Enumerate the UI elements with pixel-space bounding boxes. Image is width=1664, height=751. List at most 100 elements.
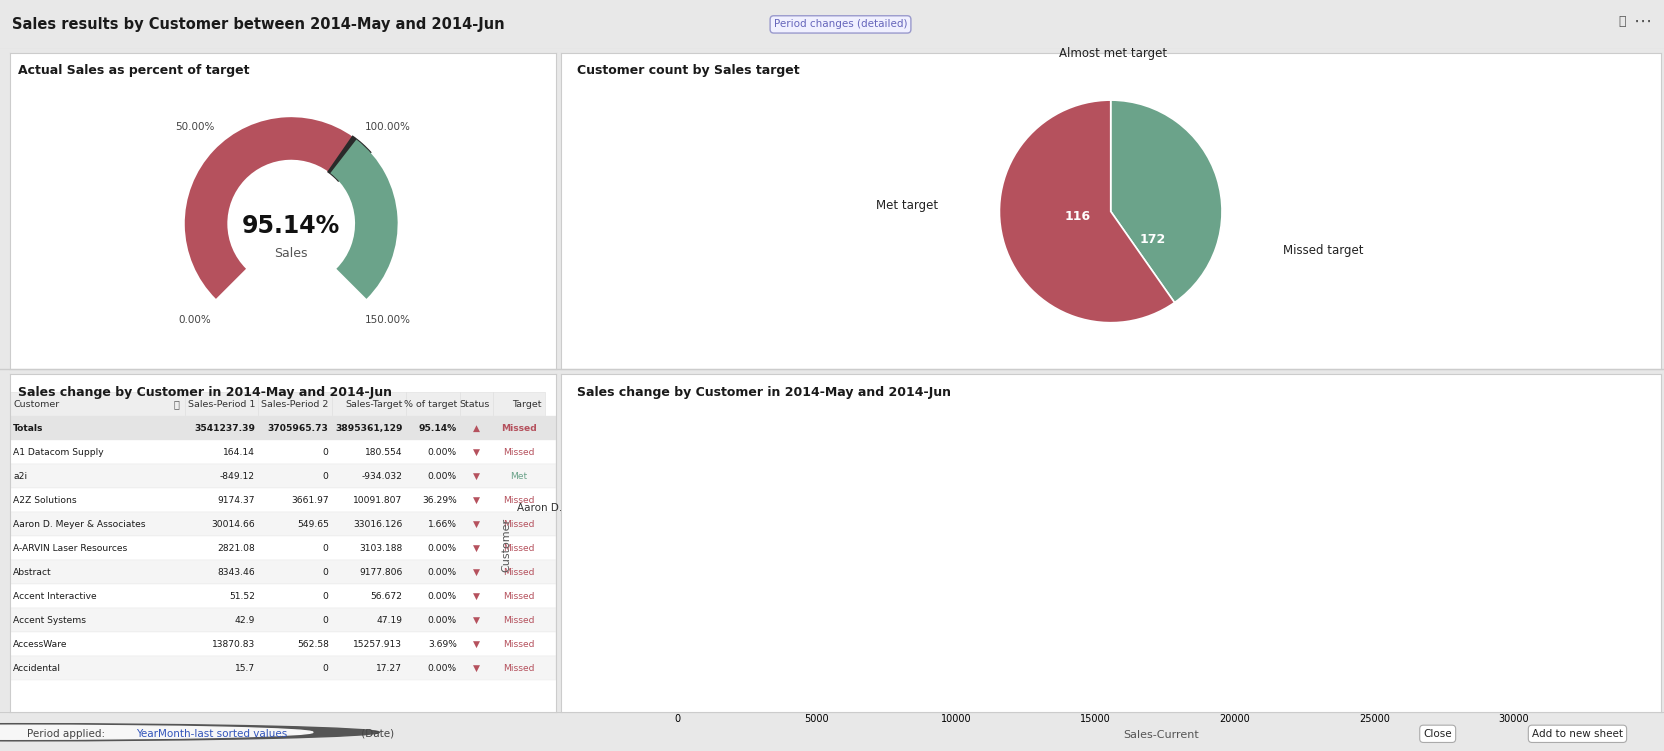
- Text: 0: 0: [323, 544, 329, 553]
- Text: Sales: Sales: [275, 247, 308, 260]
- Text: Customer count by Sales target: Customer count by Sales target: [577, 65, 800, 77]
- Bar: [677, 575, 692, 590]
- Circle shape: [0, 725, 313, 739]
- Text: 0.00%: 0.00%: [428, 568, 458, 577]
- Text: Accent Systems: Accent Systems: [13, 616, 87, 625]
- Text: 116: 116: [1065, 210, 1090, 224]
- Text: 0: 0: [323, 568, 329, 577]
- Text: ▼: ▼: [473, 496, 481, 505]
- Text: A1 Datacom Supply: A1 Datacom Supply: [13, 448, 103, 457]
- Text: Sales-Period 1: Sales-Period 1: [188, 400, 255, 409]
- Text: 10091.807: 10091.807: [353, 496, 403, 505]
- Text: Missed target: Missed target: [1283, 244, 1364, 257]
- Text: Sales change by Customer in 2014-May and 2014-Jun: Sales change by Customer in 2014-May and…: [577, 386, 952, 399]
- Text: 95.14%: 95.14%: [241, 214, 341, 238]
- Text: ▼: ▼: [473, 520, 481, 529]
- Text: 3895361,129: 3895361,129: [334, 424, 403, 433]
- Text: 50.00%: 50.00%: [175, 122, 215, 132]
- Text: 0.00%: 0.00%: [178, 315, 211, 325]
- Text: Missed: Missed: [503, 496, 534, 505]
- Text: Period applied:: Period applied:: [27, 728, 108, 739]
- Bar: [10, 488, 556, 512]
- Text: 150.00%: 150.00%: [364, 315, 411, 325]
- Text: 549.65: 549.65: [296, 520, 329, 529]
- Text: 42.9: 42.9: [235, 616, 255, 625]
- Text: ▲: ▲: [473, 424, 481, 433]
- Bar: [10, 608, 556, 632]
- Text: -849.12: -849.12: [220, 472, 255, 481]
- Text: Customer: Customer: [13, 400, 60, 409]
- Text: 0: 0: [323, 664, 329, 673]
- Text: 0: 0: [323, 472, 329, 481]
- Text: Missed: Missed: [503, 520, 534, 529]
- Text: ▼: ▼: [473, 568, 481, 577]
- Text: Sales results by Customer between 2014-May and 2014-Jun: Sales results by Customer between 2014-M…: [12, 17, 504, 32]
- Bar: [406, 392, 461, 416]
- Text: 3.69%: 3.69%: [428, 640, 458, 649]
- Text: -934.032: -934.032: [361, 472, 403, 481]
- Text: Status: Status: [459, 400, 489, 409]
- Text: 0.00%: 0.00%: [428, 544, 458, 553]
- Text: Met target: Met target: [875, 199, 938, 213]
- Bar: [677, 439, 958, 454]
- Text: ▼: ▼: [473, 592, 481, 601]
- Bar: [677, 514, 1597, 529]
- Text: 1.66%: 1.66%: [428, 520, 458, 529]
- Text: AccessWare: AccessWare: [13, 640, 68, 649]
- Text: ⌕: ⌕: [173, 400, 180, 409]
- Bar: [677, 666, 794, 682]
- Text: (Date): (Date): [358, 728, 394, 739]
- Bar: [10, 512, 556, 536]
- Text: Add to new sheet: Add to new sheet: [1533, 728, 1622, 739]
- Bar: [677, 424, 779, 439]
- Wedge shape: [329, 140, 398, 299]
- Text: 0: 0: [323, 448, 329, 457]
- Text: Actual Sales as percent of target: Actual Sales as percent of target: [18, 65, 250, 77]
- Text: A-ARVIN Laser Resources: A-ARVIN Laser Resources: [13, 544, 128, 553]
- Text: Abstract: Abstract: [13, 568, 52, 577]
- Bar: [677, 484, 1514, 499]
- Text: Almost met target: Almost met target: [1058, 47, 1166, 60]
- Text: 13870.83: 13870.83: [211, 640, 255, 649]
- Wedge shape: [1000, 100, 1175, 323]
- Text: 56.672: 56.672: [371, 592, 403, 601]
- Text: 0: 0: [323, 592, 329, 601]
- Text: ▼: ▼: [473, 640, 481, 649]
- Bar: [10, 440, 556, 464]
- Text: 17.27: 17.27: [376, 664, 403, 673]
- Bar: [677, 408, 934, 424]
- Bar: [677, 636, 784, 651]
- Text: 0.00%: 0.00%: [428, 472, 458, 481]
- Bar: [677, 499, 692, 514]
- Text: 15.7: 15.7: [235, 664, 255, 673]
- Text: Aaron D. Meyer & Associates: Aaron D. Meyer & Associates: [13, 520, 146, 529]
- Text: 0.00%: 0.00%: [428, 616, 458, 625]
- Text: Missed: Missed: [503, 616, 534, 625]
- Text: 15257.913: 15257.913: [353, 640, 403, 649]
- Text: 36.29%: 36.29%: [423, 496, 458, 505]
- Text: ▼: ▼: [473, 616, 481, 625]
- Bar: [493, 392, 544, 416]
- Wedge shape: [333, 144, 371, 181]
- Wedge shape: [1110, 100, 1221, 303]
- Text: 95.14%: 95.14%: [419, 424, 458, 433]
- Text: ▼: ▼: [473, 448, 481, 457]
- Text: 562.58: 562.58: [296, 640, 329, 649]
- Text: Accent Interactive: Accent Interactive: [13, 592, 97, 601]
- Text: Totals: Totals: [13, 424, 43, 433]
- Y-axis label: Customer: Customer: [501, 517, 511, 572]
- Bar: [10, 632, 556, 656]
- Text: Missed: Missed: [503, 568, 534, 577]
- Text: 8343.46: 8343.46: [218, 568, 255, 577]
- Bar: [185, 392, 258, 416]
- Text: 164.14: 164.14: [223, 448, 255, 457]
- Text: Sales-Target: Sales-Target: [344, 400, 403, 409]
- Wedge shape: [185, 117, 361, 299]
- Text: Close: Close: [1423, 728, 1453, 739]
- Text: 0.00%: 0.00%: [428, 592, 458, 601]
- Text: 2821.08: 2821.08: [218, 544, 255, 553]
- Text: Period changes (detailed): Period changes (detailed): [774, 20, 907, 29]
- Text: Target: Target: [513, 400, 541, 409]
- Text: Missed: Missed: [503, 640, 534, 649]
- Text: Missed: Missed: [503, 448, 534, 457]
